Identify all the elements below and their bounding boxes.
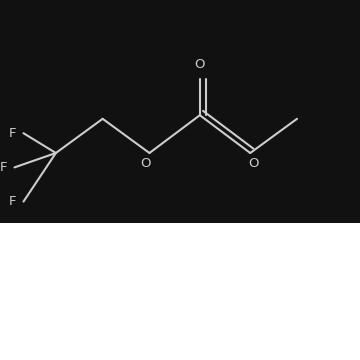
Text: F: F <box>9 195 17 208</box>
Bar <box>0 0 360 223</box>
Text: O: O <box>248 157 259 170</box>
Text: F: F <box>9 127 17 140</box>
Bar <box>0 223 360 360</box>
Text: F: F <box>0 161 8 174</box>
Text: O: O <box>195 58 205 71</box>
Text: O: O <box>141 157 151 170</box>
